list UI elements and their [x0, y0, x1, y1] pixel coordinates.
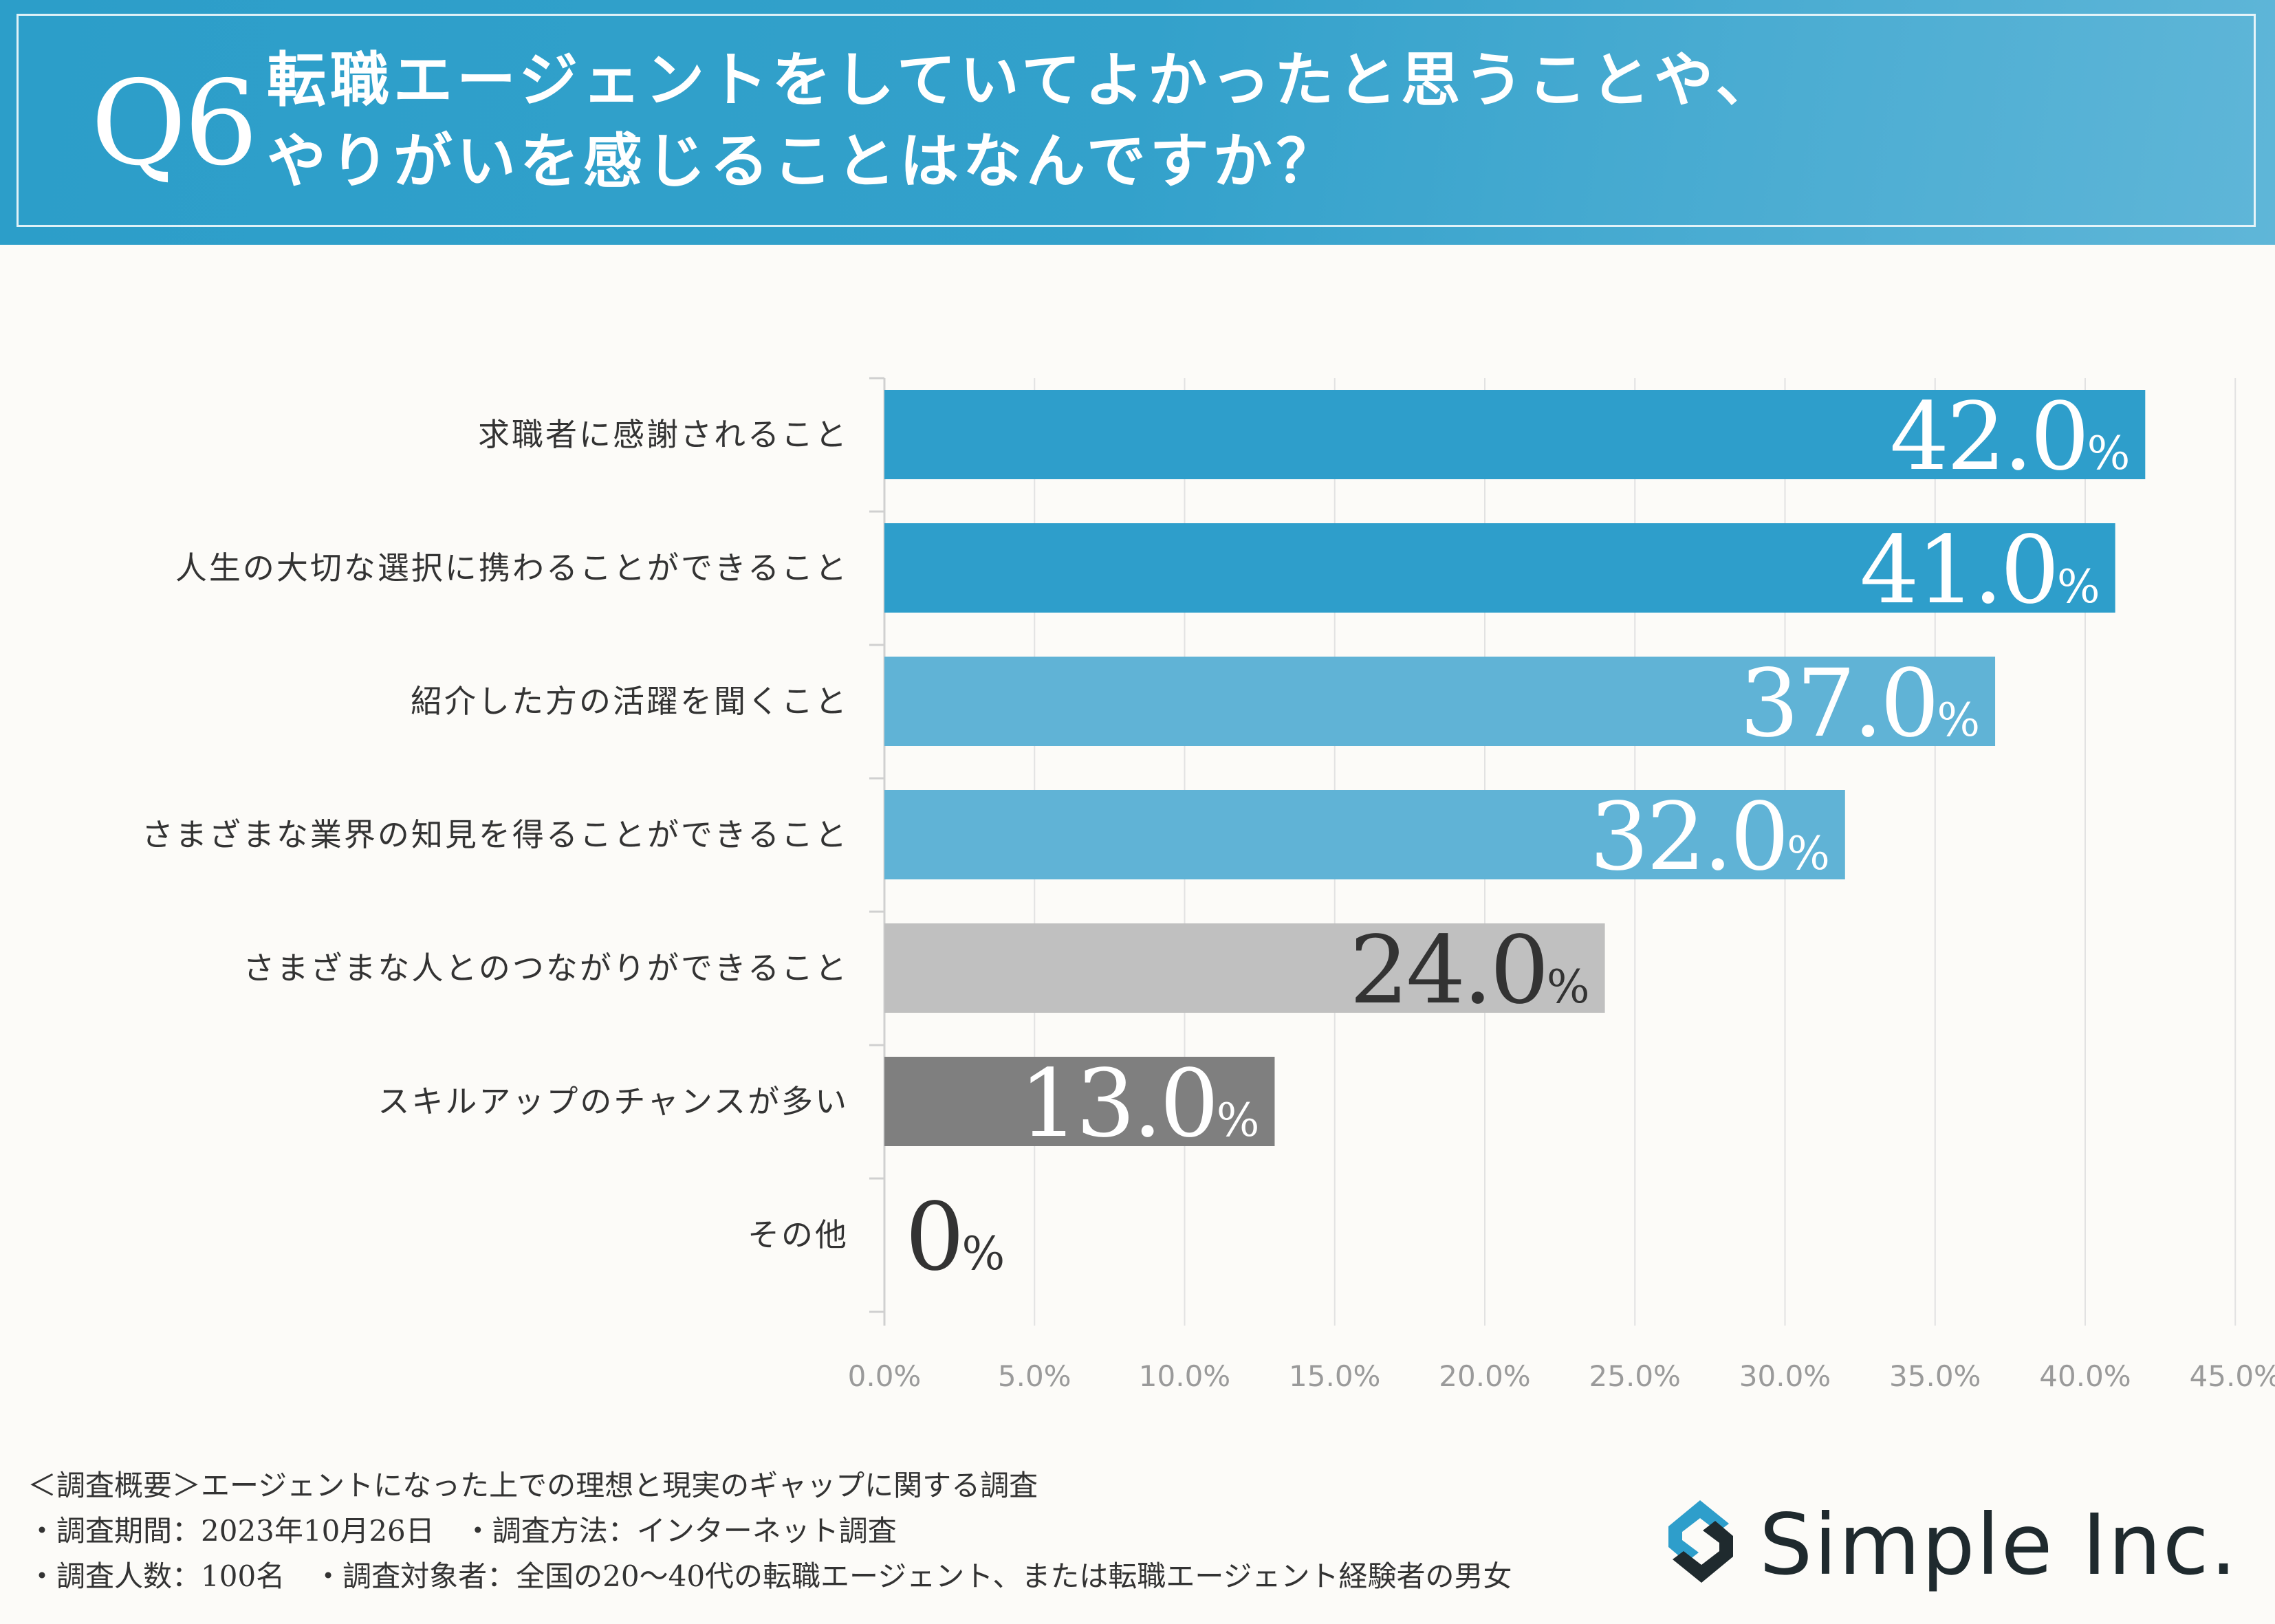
x-axis-ticks: 0.0% 5.0% 10.0% 15.0% 20.0% 25.0% 30.0% 35.0% 40… [848, 1359, 2275, 1393]
question-title-line1: 転職エージェントをしていてよかったと思うことや、 [267, 45, 1779, 115]
bar [884, 390, 2146, 479]
x-tick-label: 5.0% [998, 1359, 1071, 1393]
data-labels: 42.0% 41.0% 37.0% 32.0% 24.0% 13.0%0% [905, 383, 2130, 1292]
company-name: Simple Inc. [1759, 1496, 2239, 1594]
survey-summary-line2: ・調査期間：2023年10月26日 ・調査方法：インターネット調査 [28, 1514, 897, 1548]
bar [884, 657, 1996, 746]
bars [884, 390, 2146, 1146]
value-label: 37.0% [1740, 650, 1981, 758]
value-label: 13.0% [1019, 1050, 1260, 1159]
category-label: 求職者に感謝されること [478, 416, 849, 453]
survey-summary: ＜調査概要＞エージェントになった上での理想と現実のギャップに関する調査 ・調査期… [28, 1463, 1678, 1599]
category-labels: 求職者に感謝されること人生の大切な選択に携わることができること紹介した方の活躍を… [142, 416, 849, 1253]
question-title: 転職エージェントをしていてよかったと思うことや、 やりがいを感じることはなんです… [267, 40, 2192, 202]
category-label: さまざまな人とのつながりができること [243, 950, 849, 987]
simple-logo-icon [1668, 1500, 1733, 1583]
x-tick-label: 15.0% [1289, 1359, 1380, 1393]
header-frame [17, 14, 2256, 227]
x-tick-label: 30.0% [1739, 1359, 1831, 1393]
x-tick-label: 10.0% [1139, 1359, 1230, 1393]
question-title-line2: やりがいを感じることはなんですか？ [267, 127, 1340, 196]
category-label: 人生の大切な選択に携わることができること [175, 549, 849, 586]
category-label: 紹介した方の活躍を聞くこと [411, 683, 849, 720]
value-label: 24.0% [1349, 917, 1590, 1025]
bar-chart: 求職者に感謝されること人生の大切な選択に携わることができること紹介した方の活躍を… [142, 377, 2275, 1393]
category-label: スキルアップのチャンスが多い [378, 1083, 849, 1120]
value-label: 0% [905, 1183, 1005, 1292]
x-tick-label: 45.0% [2190, 1359, 2275, 1393]
x-tick-label: 25.0% [1589, 1359, 1681, 1393]
x-tick-label: 0.0% [848, 1359, 922, 1393]
category-label: さまざまな業界の知見を得ることができること [142, 816, 849, 853]
value-label: 42.0% [1890, 383, 2131, 492]
x-tick-label: 40.0% [2039, 1359, 2131, 1393]
bar [884, 790, 1845, 879]
x-tick-label: 20.0% [1439, 1359, 1530, 1393]
survey-summary-line3: ・調査人数：100名 ・調査対象者：全国の20〜40代の転職エージェント、または… [28, 1559, 1512, 1593]
value-label: 32.0% [1589, 783, 1830, 892]
bar [884, 523, 2115, 613]
survey-summary-line1: ＜調査概要＞エージェントになった上での理想と現実のギャップに関する調査 [28, 1469, 1038, 1502]
x-tick-label: 35.0% [1889, 1359, 1981, 1393]
category-label: その他 [748, 1216, 849, 1253]
value-label: 41.0% [1860, 516, 2100, 625]
header-banner: Q6 転職エージェントをしていてよかったと思うことや、 やりがいを感じることはな… [0, 0, 2275, 245]
bar [884, 923, 1605, 1013]
bar [884, 1057, 1275, 1146]
question-number: Q6 [91, 56, 259, 192]
company-logo: Simple Inc. [1656, 1493, 2247, 1596]
